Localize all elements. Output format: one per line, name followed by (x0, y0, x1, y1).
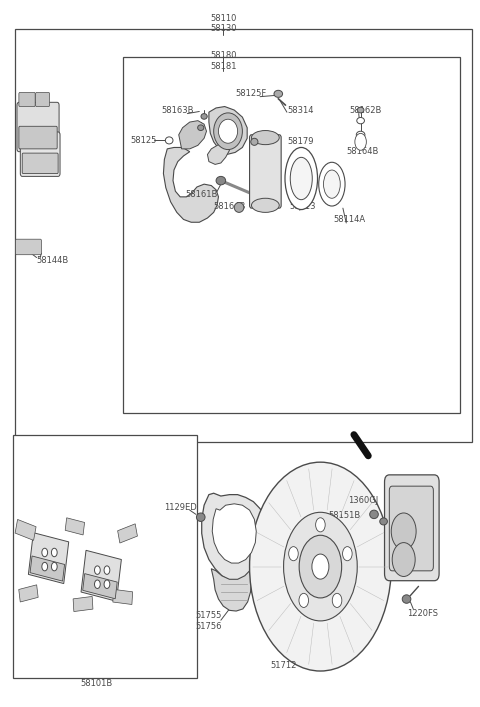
Circle shape (95, 580, 100, 588)
FancyBboxPatch shape (17, 103, 59, 152)
Text: 58144B: 58144B (20, 110, 52, 119)
Text: 58314: 58314 (288, 105, 314, 115)
FancyBboxPatch shape (250, 135, 281, 208)
Circle shape (250, 462, 391, 671)
Text: 1220FS: 1220FS (408, 609, 438, 618)
Polygon shape (19, 585, 38, 602)
Ellipse shape (370, 510, 378, 519)
Text: 58179: 58179 (287, 137, 313, 146)
Circle shape (312, 554, 329, 579)
Circle shape (104, 580, 110, 588)
FancyBboxPatch shape (15, 239, 41, 255)
Text: 58144B: 58144B (36, 256, 69, 265)
Circle shape (104, 566, 110, 574)
Circle shape (51, 548, 57, 556)
Ellipse shape (402, 595, 411, 603)
Text: 58163B: 58163B (162, 105, 194, 115)
Circle shape (42, 562, 48, 571)
Bar (12, 435, 197, 678)
Ellipse shape (324, 170, 340, 198)
Text: 51756: 51756 (196, 622, 222, 631)
Text: 51755: 51755 (196, 612, 222, 621)
FancyBboxPatch shape (19, 127, 57, 149)
Circle shape (284, 513, 357, 621)
FancyBboxPatch shape (384, 475, 439, 580)
Text: 1360GJ: 1360GJ (348, 496, 379, 505)
Ellipse shape (290, 158, 312, 199)
Circle shape (51, 562, 57, 571)
Text: 58112: 58112 (252, 189, 278, 198)
Ellipse shape (201, 114, 207, 119)
Ellipse shape (357, 107, 364, 113)
Polygon shape (209, 107, 247, 155)
Text: 58180: 58180 (210, 51, 237, 60)
FancyBboxPatch shape (36, 93, 49, 107)
Circle shape (343, 547, 352, 561)
Text: 58101B: 58101B (80, 679, 112, 688)
Polygon shape (65, 518, 84, 535)
FancyBboxPatch shape (22, 153, 58, 174)
Text: 58164B: 58164B (213, 202, 246, 211)
Ellipse shape (285, 148, 318, 209)
Ellipse shape (198, 125, 204, 131)
Ellipse shape (319, 163, 345, 206)
Polygon shape (202, 493, 268, 583)
Polygon shape (81, 550, 121, 601)
Circle shape (332, 593, 342, 607)
Polygon shape (28, 532, 69, 583)
Text: 58130: 58130 (210, 25, 237, 33)
Text: 58164B: 58164B (347, 147, 379, 156)
Circle shape (299, 535, 342, 598)
Text: 51712: 51712 (271, 661, 297, 670)
Polygon shape (207, 145, 229, 165)
Ellipse shape (234, 202, 244, 212)
Ellipse shape (196, 513, 205, 522)
Polygon shape (212, 504, 256, 563)
Ellipse shape (251, 139, 258, 146)
Polygon shape (211, 568, 252, 611)
Text: 58181: 58181 (210, 62, 237, 71)
Ellipse shape (252, 131, 279, 145)
Ellipse shape (357, 117, 364, 124)
Text: 58162B: 58162B (349, 105, 382, 115)
Polygon shape (163, 148, 218, 222)
Circle shape (392, 542, 415, 576)
Ellipse shape (216, 176, 226, 185)
Polygon shape (15, 520, 36, 540)
Ellipse shape (165, 137, 173, 144)
Text: 58113: 58113 (289, 202, 315, 211)
Polygon shape (113, 590, 132, 604)
Text: 58161B: 58161B (186, 189, 218, 199)
Circle shape (316, 518, 325, 532)
FancyBboxPatch shape (19, 93, 35, 107)
Circle shape (299, 593, 309, 607)
Ellipse shape (274, 90, 283, 98)
Text: 58125: 58125 (130, 136, 156, 145)
Ellipse shape (214, 113, 242, 150)
FancyBboxPatch shape (20, 132, 60, 176)
Polygon shape (83, 573, 117, 599)
Polygon shape (118, 524, 137, 543)
Circle shape (95, 566, 100, 574)
Ellipse shape (380, 518, 387, 525)
Text: 58151B: 58151B (328, 511, 360, 520)
Polygon shape (179, 121, 206, 149)
Ellipse shape (356, 132, 365, 139)
Bar (15, 29, 472, 442)
Ellipse shape (218, 119, 238, 144)
Polygon shape (73, 597, 93, 612)
Circle shape (42, 548, 48, 556)
Bar (123, 57, 460, 414)
Text: 58110: 58110 (210, 14, 237, 23)
FancyBboxPatch shape (389, 486, 433, 571)
Text: 58114A: 58114A (333, 215, 365, 224)
Ellipse shape (252, 198, 279, 212)
Text: 1129ED: 1129ED (164, 503, 197, 512)
Circle shape (288, 547, 298, 561)
Text: 58125F: 58125F (235, 89, 266, 98)
Polygon shape (30, 556, 65, 581)
Circle shape (355, 134, 366, 151)
Circle shape (391, 513, 416, 549)
